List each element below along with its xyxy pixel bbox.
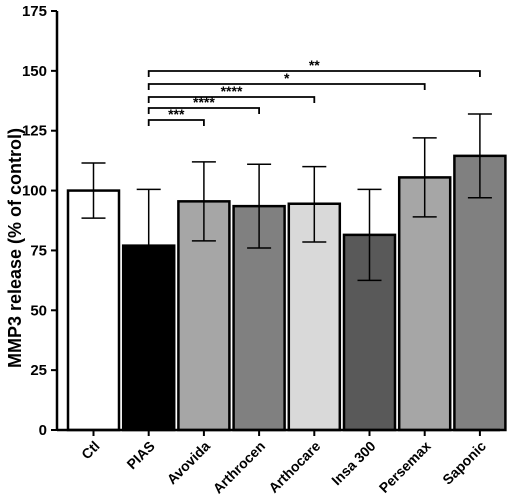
significance-label: * (284, 70, 290, 86)
y-tick-label: 75 (30, 242, 47, 259)
y-tick-label: 25 (30, 362, 47, 379)
y-tick-label: 150 (22, 63, 47, 80)
y-axis-title: MMP3 release (% of control) (5, 128, 25, 368)
significance-label: **** (221, 83, 243, 99)
bar-ctl (66, 189, 121, 432)
y-tick-label: 50 (30, 302, 47, 319)
y-tick-label: 0 (39, 422, 47, 439)
x-tick-label: Avovida (164, 438, 214, 488)
y-tick-label: 100 (22, 183, 47, 200)
x-tick-label: Ctl (78, 438, 103, 463)
significance-label: *** (168, 106, 185, 122)
significance-bracket (147, 96, 316, 103)
significance-bracket (147, 107, 260, 114)
significance-bracket (147, 119, 205, 126)
x-tick-label: Saponic (439, 438, 489, 488)
x-tick-label: Arthrocen (210, 438, 269, 497)
y-tick-label: 175 (22, 3, 47, 20)
significance-bracket (147, 70, 481, 77)
y-axis: 0 25 50 75 100 125 150 175 (22, 3, 59, 439)
x-tick-label: Persemax (376, 438, 434, 496)
y-tick-label: 125 (22, 123, 47, 140)
significance-label: ** (309, 57, 320, 73)
significance-brackets: ************** (147, 57, 481, 126)
bars (66, 154, 507, 432)
x-tick-label: PIAS (123, 438, 157, 472)
x-tick-label: Arthocare (265, 438, 323, 496)
significance-label: **** (193, 94, 215, 110)
x-tick-label: Insa 300 (328, 438, 379, 489)
significance-bracket (147, 83, 426, 90)
error-bars (81, 113, 492, 303)
